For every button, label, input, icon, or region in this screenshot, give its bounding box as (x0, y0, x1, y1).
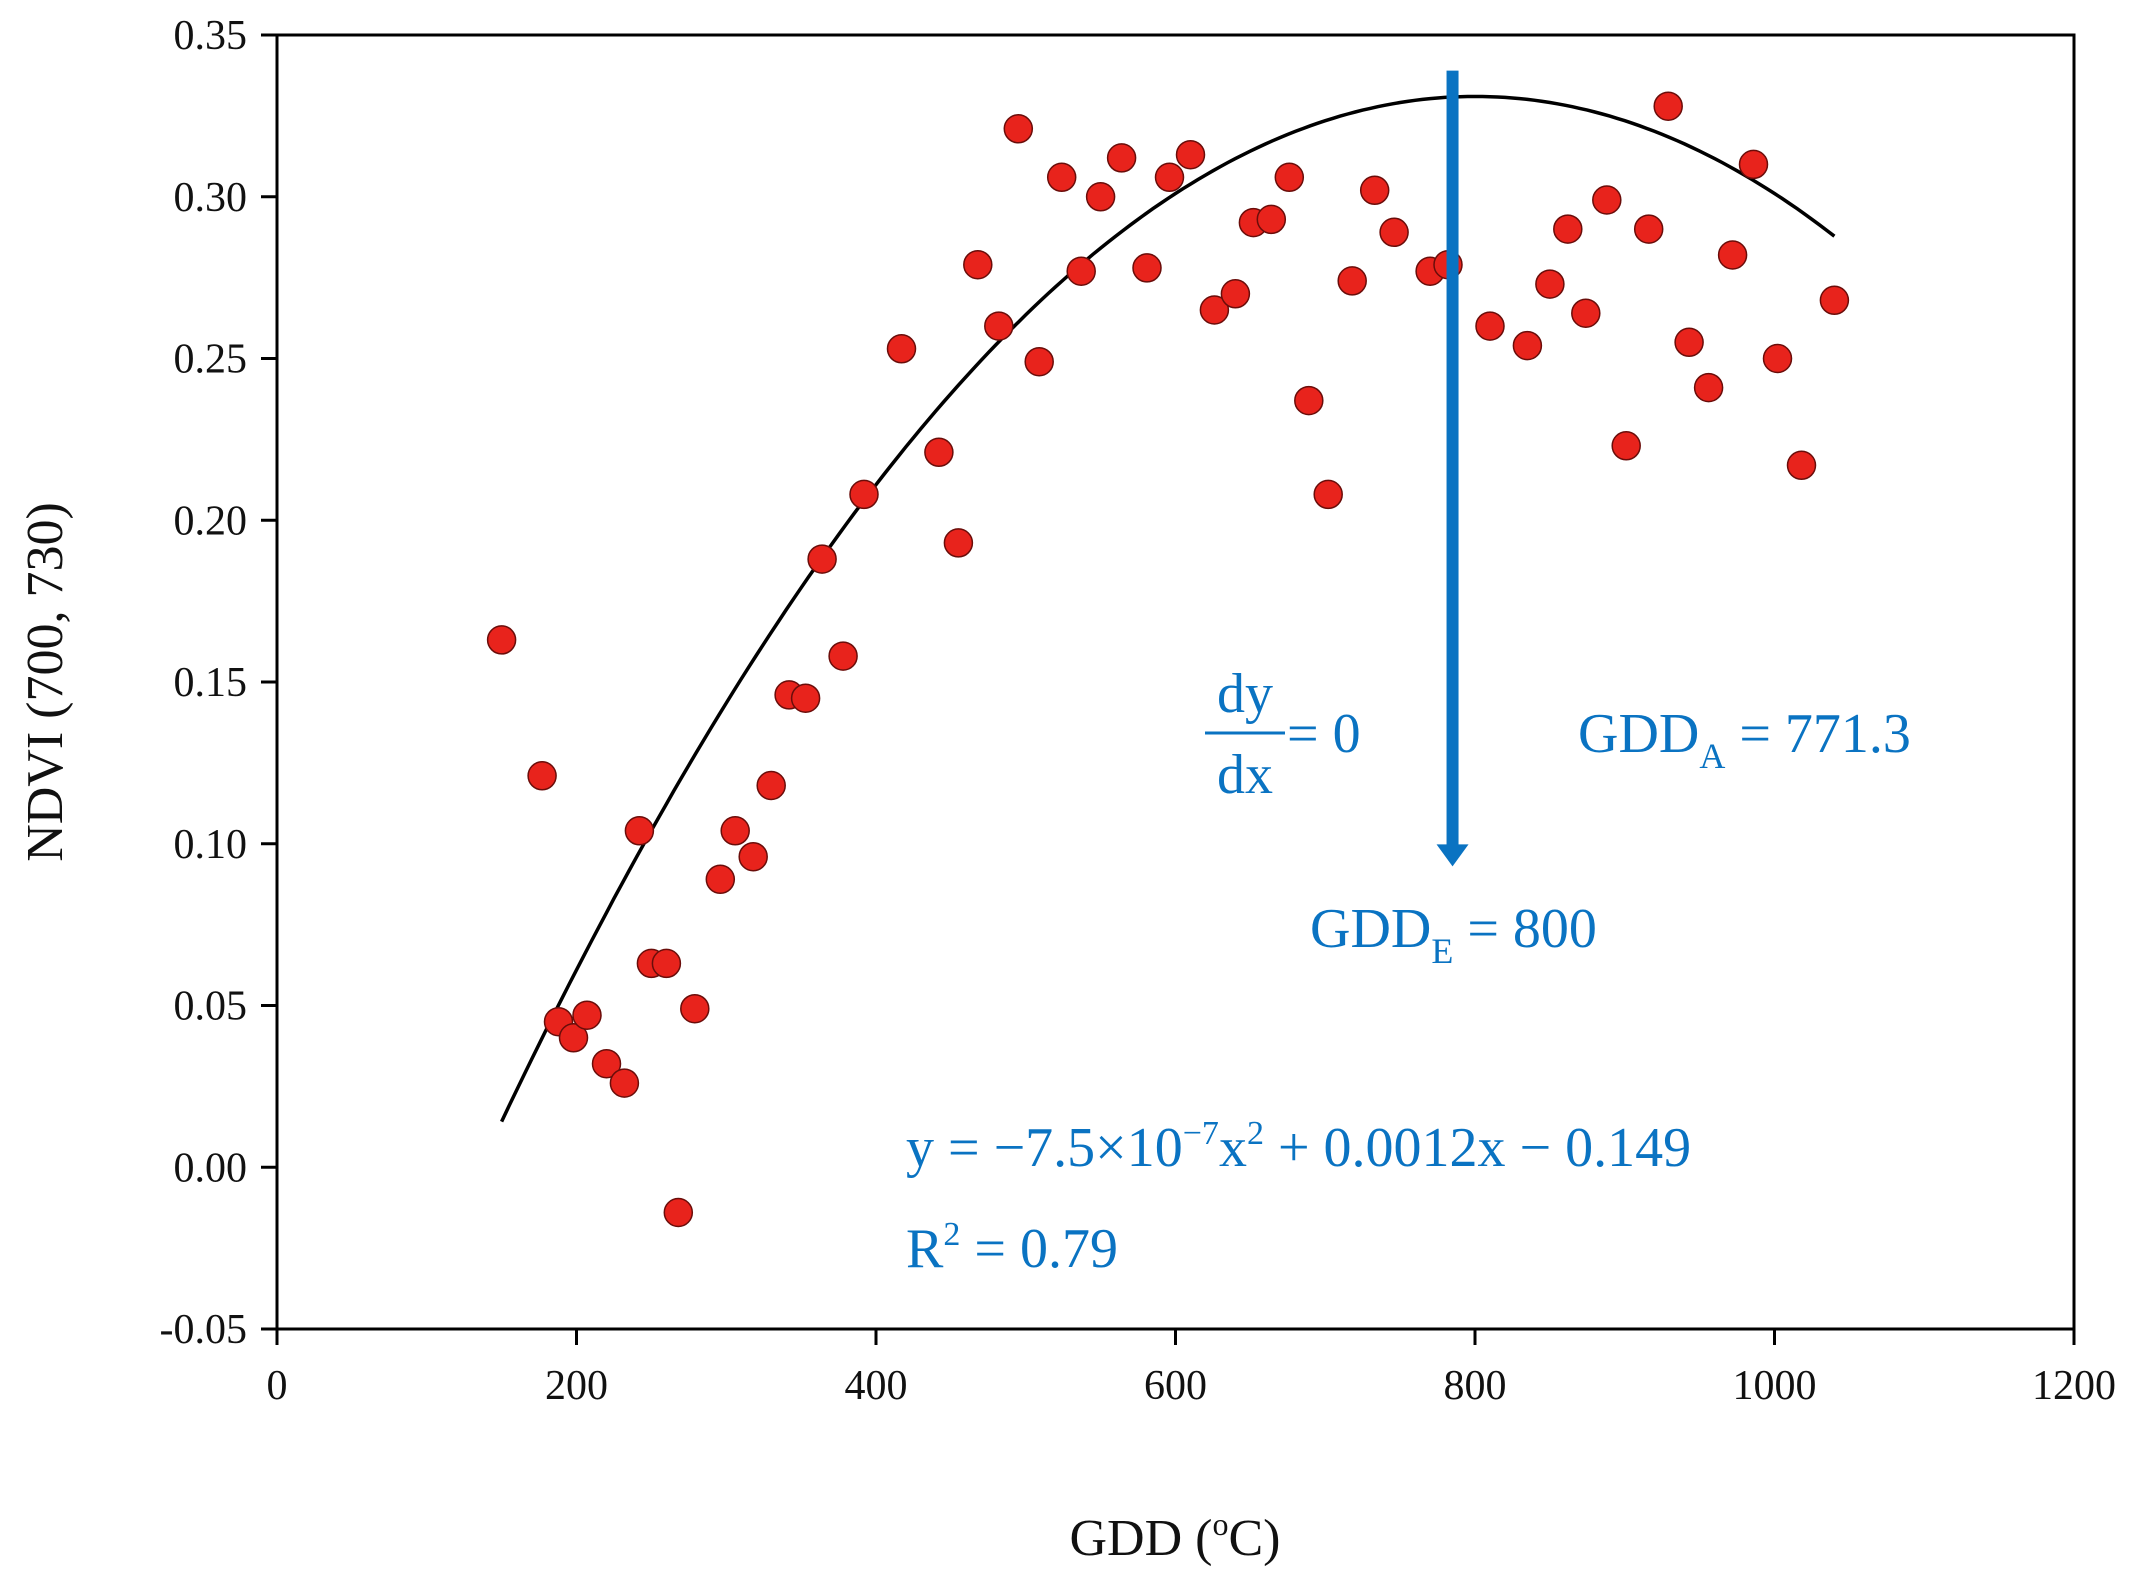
data-point (963, 249, 993, 280)
data-point (1475, 311, 1505, 341)
data-point (1294, 385, 1324, 416)
x-tick-label: 1200 (2032, 1363, 2116, 1409)
y-tick-label: 0.35 (174, 13, 248, 59)
derivative-equals: = 0 (1287, 703, 1361, 765)
data-point (1359, 175, 1390, 206)
y-tick-label: 0.20 (174, 498, 248, 544)
data-point (1256, 204, 1287, 235)
data-point (558, 1023, 589, 1053)
data-point (1717, 240, 1748, 270)
data-point (1199, 295, 1230, 325)
data-point (1154, 162, 1185, 193)
fit-equation: y = −7.5×10−7x2 + 0.0012x − 0.149 (906, 1115, 1691, 1179)
data-point (1571, 298, 1601, 328)
data-point (1066, 256, 1096, 286)
y-tick-label: -0.05 (160, 1307, 248, 1353)
data-point (651, 948, 682, 979)
x-tick-label: 800 (1444, 1363, 1507, 1409)
derivative-numerator: dy (1217, 663, 1273, 725)
data-point (1003, 114, 1034, 144)
fit-curve (500, 94, 1836, 1123)
data-point (486, 625, 517, 655)
data-point (1786, 450, 1817, 481)
data-point (1085, 182, 1116, 212)
data-point (1132, 253, 1162, 283)
data-point (1274, 162, 1305, 193)
data-point (1379, 217, 1409, 248)
x-tick-label: 400 (845, 1363, 908, 1409)
data-point (527, 761, 557, 791)
r-squared: R2 = 0.79 (906, 1216, 1118, 1280)
data-point (1633, 214, 1664, 244)
data-point (1313, 479, 1343, 510)
data-point (1512, 330, 1543, 361)
data-point (1738, 149, 1769, 180)
data-point (1553, 214, 1583, 244)
data-point (663, 1197, 694, 1228)
x-tick-label: 1000 (1733, 1363, 1817, 1409)
x-axis-ticks: 0 200 400 600 800 1000 1200 (267, 1329, 2116, 1409)
y-tick-label: 0.05 (174, 984, 248, 1030)
data-point (1762, 343, 1793, 374)
data-point (1175, 139, 1206, 170)
y-tick-label: 0.10 (174, 822, 248, 868)
gdd-a-label: GDDA = 771.3 (1578, 703, 1911, 776)
data-point (790, 683, 821, 713)
x-tick-label: 600 (1144, 1363, 1207, 1409)
data-point (720, 816, 750, 846)
y-axis-ticks: -0.05 0.00 0.05 0.10 0.15 0.20 0.25 0.30 0.35 (160, 13, 277, 1353)
x-tick-label: 200 (545, 1363, 608, 1409)
data-point (1337, 266, 1367, 296)
data-point (1535, 269, 1565, 299)
annotations: dy dx = 0 GDDA = 771.3 GDDE = 800 y = −7… (906, 663, 1911, 1280)
data-point (828, 641, 858, 671)
data-point (1046, 162, 1077, 193)
y-axis-title: NDVI (700, 730) (17, 502, 74, 862)
y-tick-label: 0.25 (174, 337, 248, 383)
data-points (486, 91, 1850, 1228)
data-point (738, 841, 768, 872)
data-point (572, 1000, 602, 1030)
data-point (849, 479, 879, 510)
derivative-denominator: dx (1217, 744, 1273, 806)
data-point (1653, 91, 1683, 121)
data-point (756, 770, 786, 801)
data-point (1592, 185, 1622, 215)
data-point (1220, 279, 1251, 309)
data-point (705, 864, 736, 895)
arrow-head (1436, 844, 1469, 867)
data-point (886, 334, 917, 364)
data-point (943, 528, 974, 558)
data-point (609, 1068, 640, 1098)
data-point (924, 437, 954, 468)
y-tick-label: 0.00 (174, 1145, 248, 1191)
gdd-e-label: GDDE = 800 (1310, 898, 1597, 971)
data-point (624, 816, 655, 846)
data-point (680, 993, 710, 1024)
y-tick-label: 0.30 (174, 175, 248, 221)
data-point (807, 544, 837, 574)
y-tick-label: 0.15 (174, 660, 248, 706)
vertical-arrow (1436, 70, 1469, 867)
data-point (1693, 372, 1724, 403)
x-tick-label: 0 (267, 1363, 288, 1409)
data-point (591, 1048, 622, 1079)
data-point (1106, 143, 1137, 173)
x-axis-title: GDD (oC) (1070, 1506, 1281, 1567)
data-point (1024, 346, 1054, 377)
data-point (984, 311, 1014, 341)
data-point (1819, 285, 1850, 316)
data-point (1674, 327, 1704, 358)
data-point (1611, 431, 1641, 461)
